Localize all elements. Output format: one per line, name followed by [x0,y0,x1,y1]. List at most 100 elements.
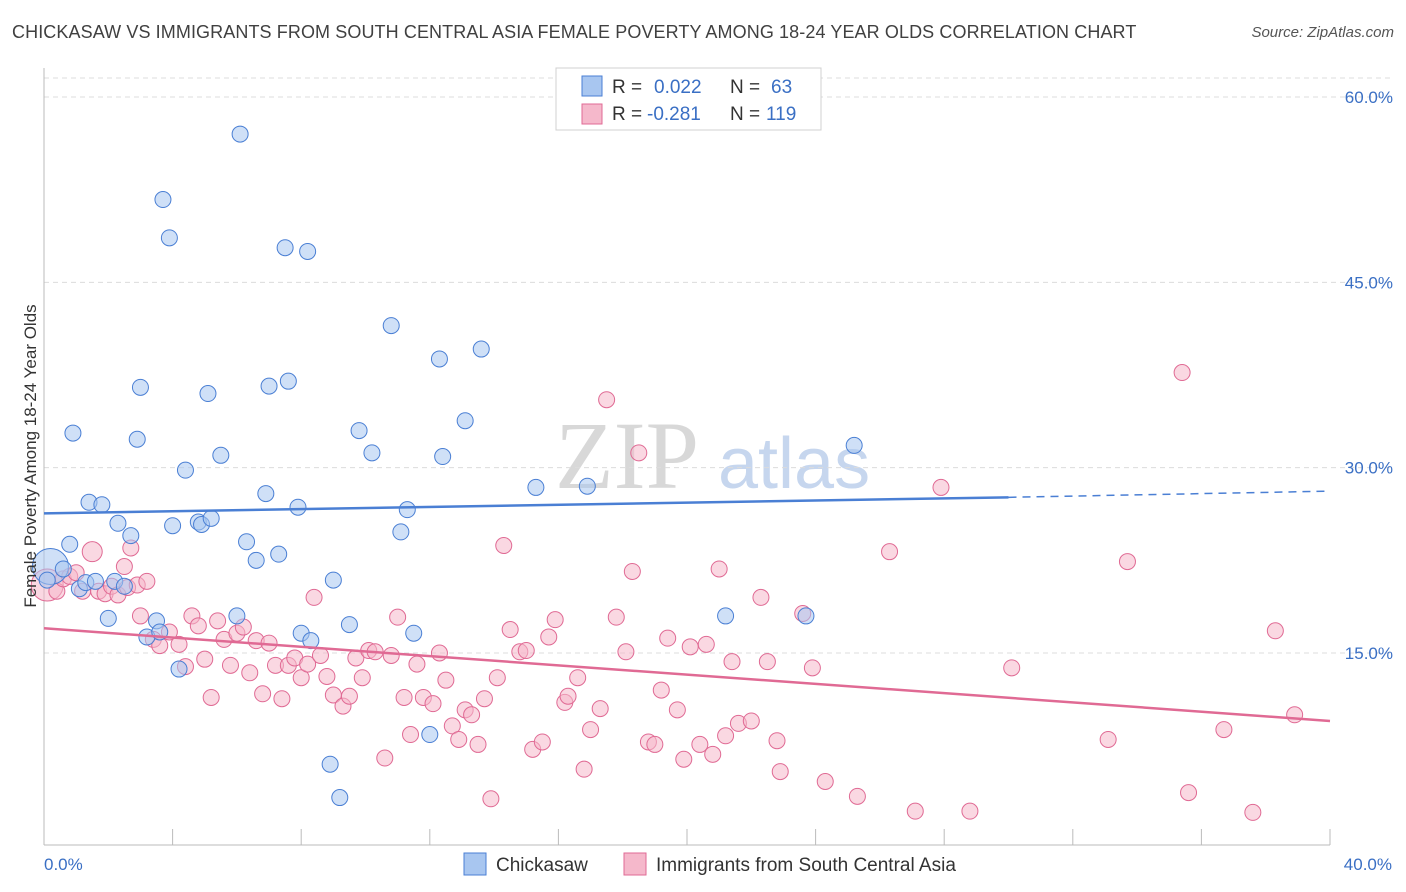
immigrants-point-74 [533,733,551,751]
bottom-legend-immigrants: Immigrants from South Central Asia [656,855,956,876]
x-tick-max: 40.0% [1344,855,1392,874]
chickasaw-point-2 [61,535,79,553]
immigrants-point-64 [463,706,481,724]
immigrants-point-78 [559,687,577,705]
immigrants-point-111 [881,543,899,561]
chickasaw-point-26 [199,385,217,403]
immigrants-point-31 [241,664,259,682]
immigrants-point-86 [623,562,641,580]
immigrants-point-67 [482,790,500,808]
immigrants-point-121 [1244,803,1262,821]
immigrants-point-91 [659,629,677,647]
immigrants-point-105 [768,732,786,750]
immigrants-point-24 [196,650,214,668]
chickasaw-point-33 [257,485,275,503]
immigrants-point-25 [202,688,220,706]
chickasaw-point-60 [797,607,815,625]
immigrants-point-26 [209,612,227,630]
immigrants-point-87 [630,444,648,462]
top-legend: R = 0.022 N = 63 R = -0.281 N = 119 [555,67,822,131]
immigrants-point-62 [450,730,468,748]
immigrants-point-60 [437,671,455,689]
immigrants-point-104 [758,653,776,671]
immigrants-point-117 [1118,553,1136,571]
chickasaw-point-42 [321,755,339,773]
chickasaw-point-20 [160,229,178,247]
immigrants-point-42 [311,646,329,664]
chickasaw-point-30 [231,125,249,143]
source-label: Source: ZipAtlas.com [1251,24,1394,41]
chickasaw-point-49 [392,523,410,541]
chickasaw-point-38 [289,498,307,516]
chickasaw-point-62 [38,571,56,589]
immigrants-point-118 [1173,364,1191,382]
chickasaw-point-54 [434,448,452,466]
bottom-legend: Chickasaw Immigrants from South Central … [463,852,956,876]
trend-lines [43,490,1331,723]
immigrants-point-6 [81,541,103,563]
immigrants-point-23 [189,617,207,635]
bottom-legend-swatch-pink [623,852,647,876]
immigrants-point-55 [402,726,420,744]
chickasaw-point-23 [176,461,194,479]
immigrants-point-93 [675,750,693,768]
chickasaw-trend-line [43,496,1009,515]
chickasaw-point-19 [154,191,172,209]
immigrants-point-92 [668,701,686,719]
chickasaw-point-46 [350,422,368,440]
chickasaw-points [31,125,863,807]
chart-title: CHICKASAW VS IMMIGRANTS FROM SOUTH CENTR… [12,22,1137,42]
chickasaw-point-51 [405,624,423,642]
y-tick-label-1: 30.0% [1345,459,1393,478]
immigrants-point-33 [254,685,272,703]
chickasaw-point-53 [430,350,448,368]
immigrants-point-20 [170,635,188,653]
immigrants-point-85 [617,643,635,661]
legend-n-value-2: 119 [766,104,796,125]
legend-n-value-1: 63 [771,77,792,98]
chickasaw-point-57 [527,478,545,496]
chickasaw-point-47 [363,444,381,462]
chickasaw-point-32 [247,551,265,569]
chickasaw-point-8 [93,496,111,514]
y-axis-label: Female Poverty Among 18-24 Year Olds [21,304,40,607]
immigrants-point-59 [430,644,448,662]
chickasaw-point-55 [456,412,474,430]
chickasaw-point-36 [276,239,294,257]
immigrants-point-113 [932,478,950,496]
immigrants-point-61 [443,717,461,735]
immigrants-point-11 [115,558,133,576]
immigrants-point-41 [305,588,323,606]
immigrants-point-120 [1215,721,1233,739]
immigrants-point-80 [575,760,593,778]
immigrants-point-16 [138,572,156,590]
chickasaw-point-7 [86,572,104,590]
chickasaw-point-29 [228,607,246,625]
chickasaw-point-44 [331,789,349,807]
chickasaw-point-22 [170,660,188,678]
chickasaw-point-48 [382,317,400,335]
chickasaw-point-40 [299,242,317,260]
immigrants-point-94 [681,638,699,656]
chickasaw-point-12 [115,577,133,595]
immigrants-point-97 [704,745,722,763]
chickasaw-point-45 [340,616,358,634]
y-tick-label-2: 45.0% [1345,273,1393,292]
chickasaw-point-1 [54,560,72,578]
y-tick-label-0: 15.0% [1345,644,1393,663]
immigrants-point-54 [395,688,413,706]
chickasaw-point-21 [164,517,182,535]
immigrants-point-114 [961,802,979,820]
legend-n-label-1: N = [730,77,760,98]
chickasaw-trend-extension [1008,490,1331,499]
immigrants-point-103 [752,588,770,606]
chickasaw-point-9 [99,609,117,627]
axes [43,68,1331,846]
immigrants-point-66 [475,690,493,708]
chickasaw-point-15 [131,378,149,396]
immigrants-point-116 [1099,730,1117,748]
legend-r-value-2: -0.281 [647,104,701,125]
immigrants-point-102 [742,712,760,730]
immigrants-point-39 [292,669,310,687]
immigrants-point-43 [318,667,336,685]
